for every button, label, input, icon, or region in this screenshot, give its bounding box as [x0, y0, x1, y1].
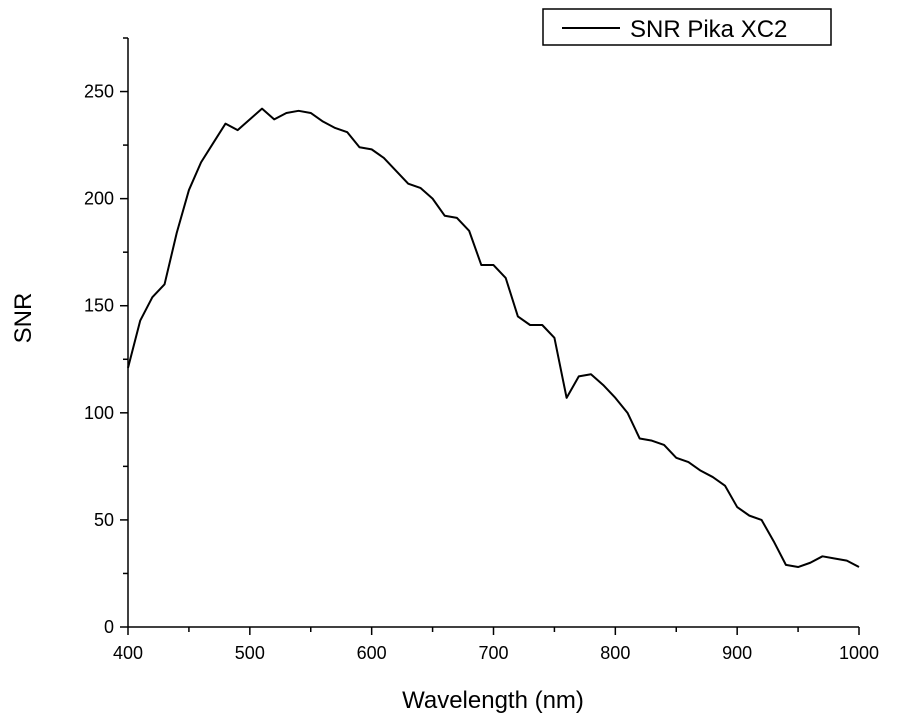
legend: SNR Pika XC2 — [542, 8, 832, 46]
y-axis-ticks: 0 50 100 150 200 250 — [84, 37, 128, 637]
y-tick-label-100: 100 — [84, 403, 114, 423]
x-tick-label-400: 400 — [113, 643, 143, 663]
x-tick-label-1000: 1000 — [839, 643, 879, 663]
y-tick-label-50: 50 — [94, 510, 114, 530]
legend-label-snr-pika-xc2: SNR Pika XC2 — [630, 16, 787, 43]
x-axis-title: Wavelength (nm) — [402, 687, 584, 714]
y-tick-label-0: 0 — [104, 617, 114, 637]
series-line-snr-pika-xc2 — [127, 107, 860, 569]
legend-box — [542, 8, 832, 46]
x-tick-label-800: 800 — [600, 643, 630, 663]
x-axis-ticks: 400 500 600 700 800 900 1000 — [113, 627, 879, 663]
y-tick-label-250: 250 — [84, 82, 114, 102]
x-tick-label-700: 700 — [478, 643, 508, 663]
x-tick-label-900: 900 — [722, 643, 752, 663]
y-tick-label-200: 200 — [84, 189, 114, 209]
series-layer — [127, 107, 860, 569]
y-axis-title: SNR — [10, 293, 37, 344]
y-tick-label-150: 150 — [84, 296, 114, 316]
x-tick-label-600: 600 — [357, 643, 387, 663]
x-tick-label-500: 500 — [235, 643, 265, 663]
